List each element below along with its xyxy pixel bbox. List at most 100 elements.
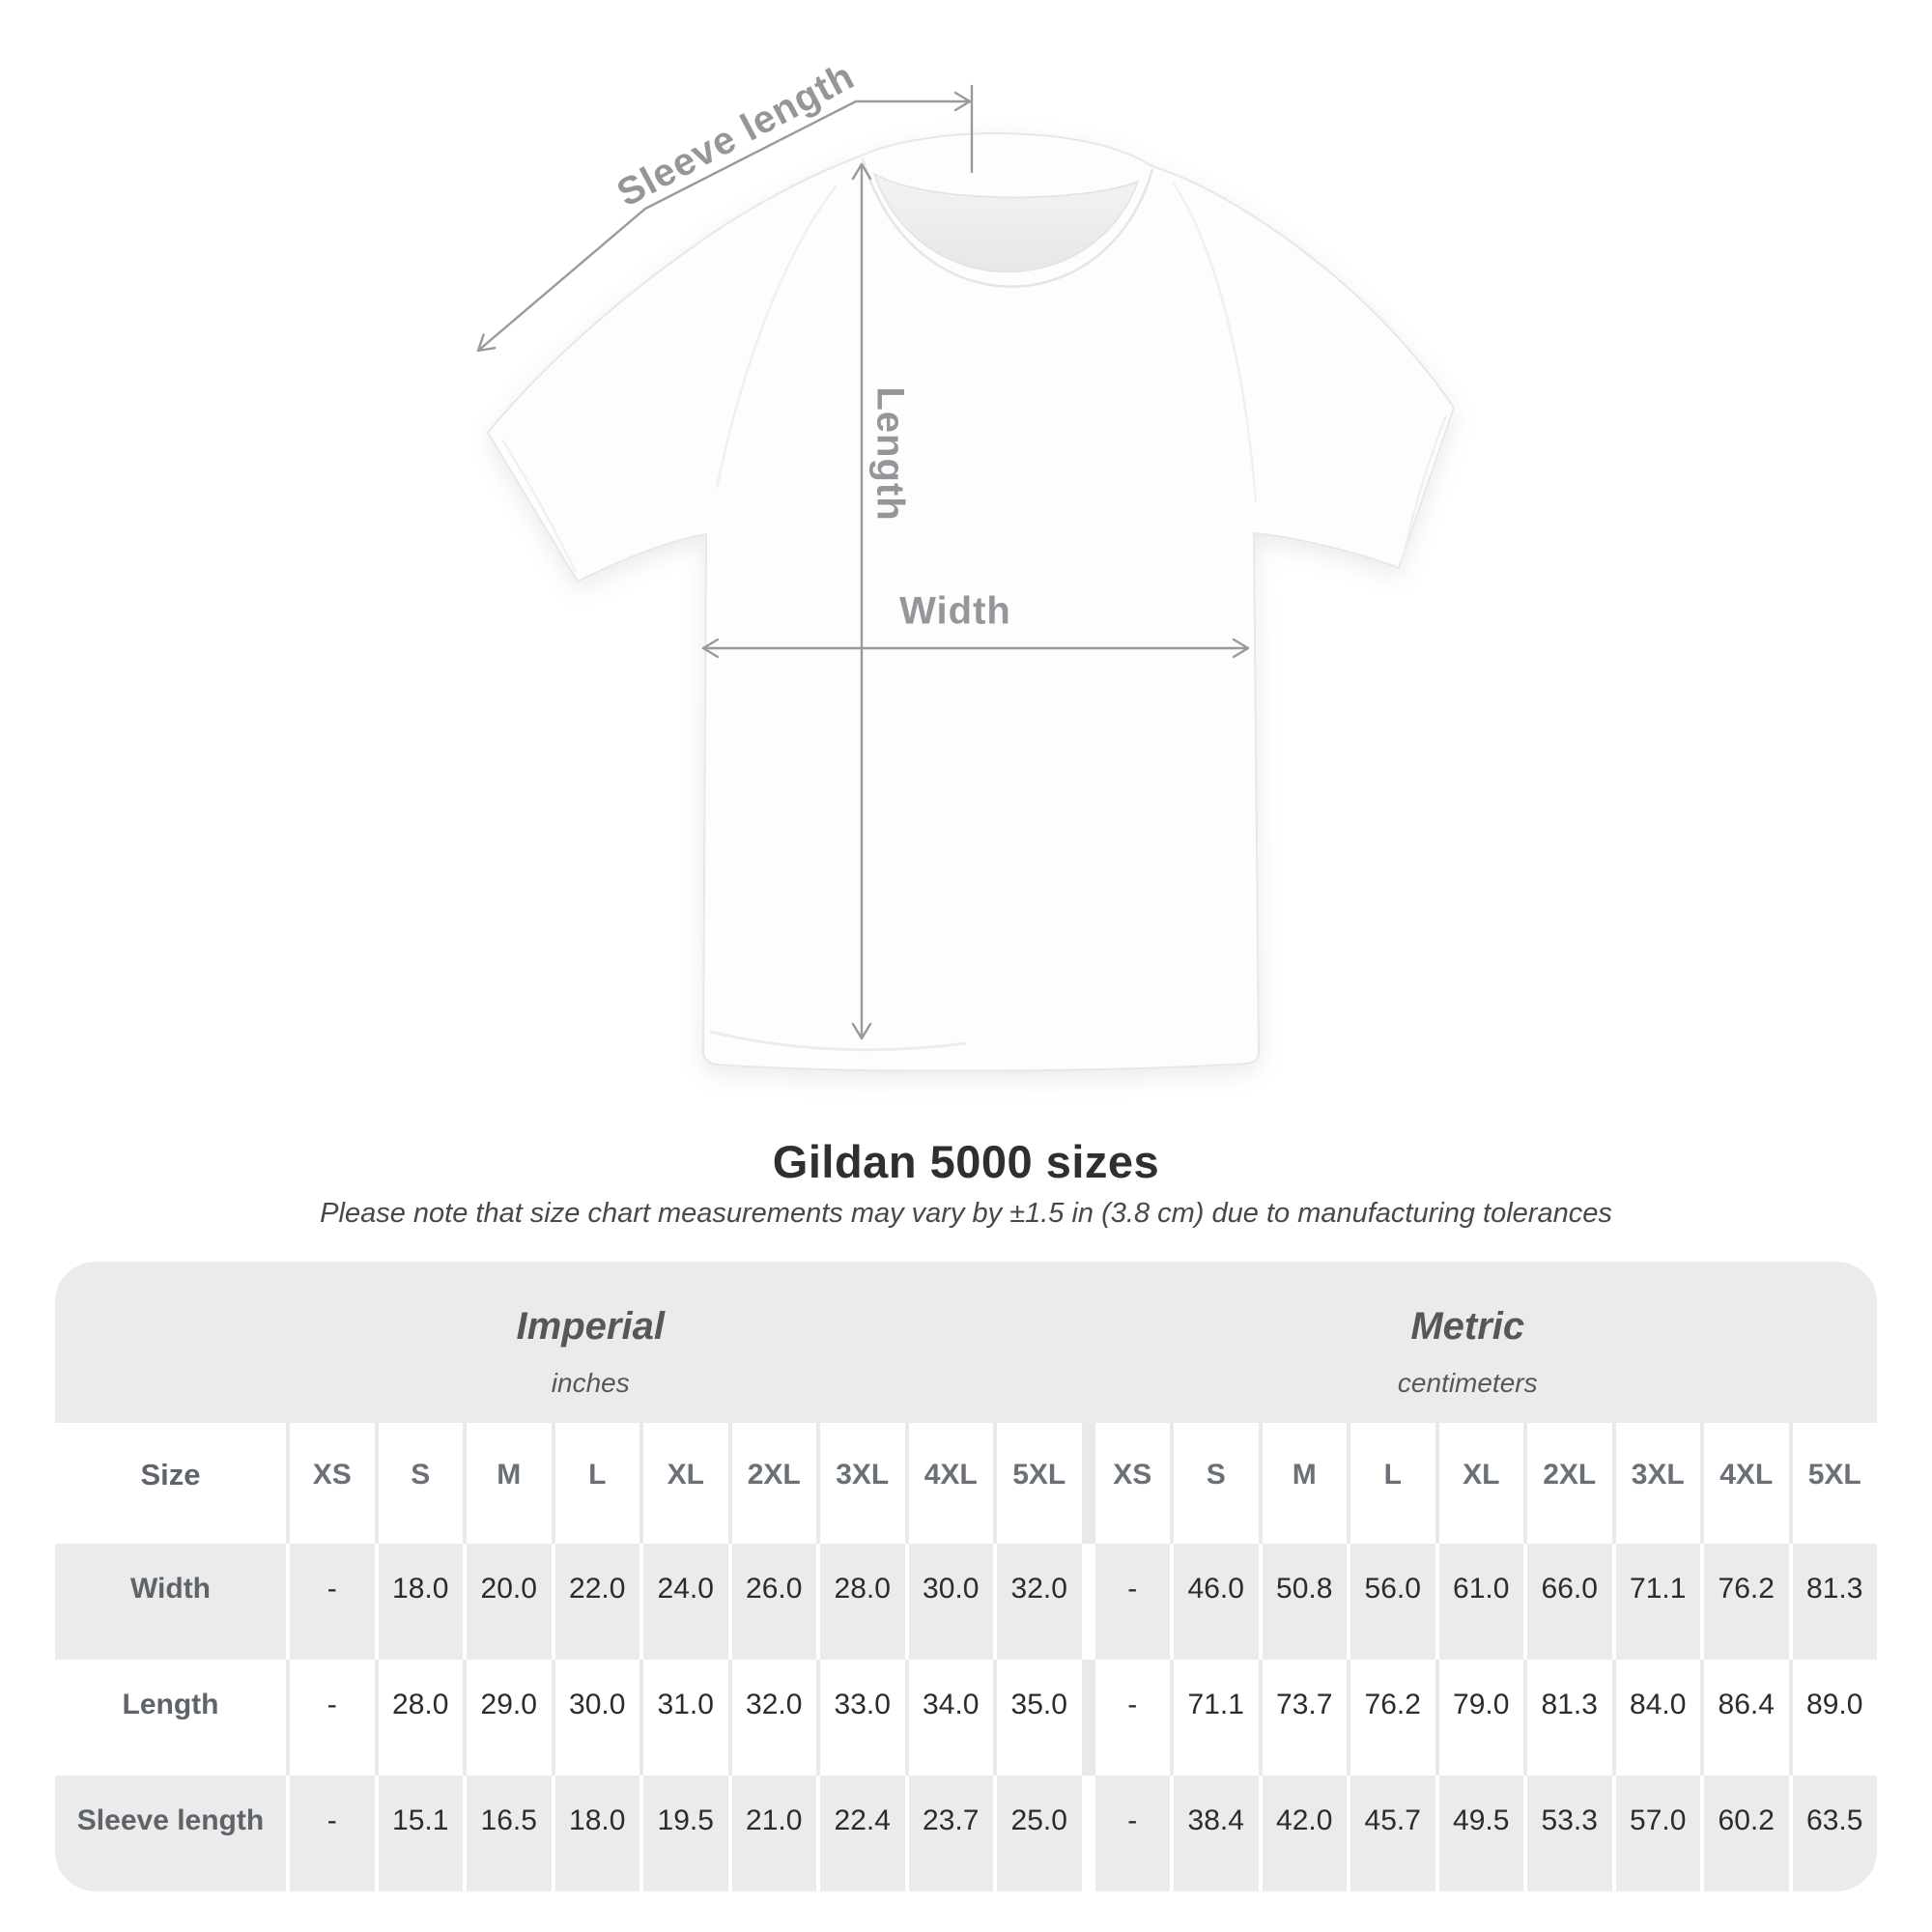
shoulder-seam-right [1172, 183, 1258, 503]
measurement-lines [476, 84, 1250, 1040]
cell: 42.0 [1258, 1776, 1347, 1891]
size-header: M [463, 1423, 552, 1544]
cell: 81.3 [1523, 1660, 1612, 1776]
unit-section-row: Imperial inches Metric centimeters [55, 1262, 1877, 1423]
tshirt-image [476, 84, 1456, 1072]
cell: - [286, 1544, 375, 1660]
cell: 22.4 [816, 1776, 905, 1891]
cell: 26.0 [727, 1544, 816, 1660]
cell: - [1081, 1660, 1170, 1776]
cell: 76.2 [1700, 1544, 1789, 1660]
cell: - [1081, 1544, 1170, 1660]
imperial-section-header: Imperial inches [55, 1262, 1082, 1423]
cell: 32.0 [727, 1660, 816, 1776]
size-header: 2XL [1523, 1423, 1612, 1544]
metric-section-header: Metric centimeters [1081, 1262, 1877, 1423]
size-header: 5XL [993, 1423, 1082, 1544]
cell: 50.8 [1258, 1544, 1347, 1660]
cell: 71.1 [1611, 1544, 1700, 1660]
cell: 71.1 [1170, 1660, 1259, 1776]
cell: 15.1 [374, 1776, 463, 1891]
cell: 66.0 [1523, 1544, 1612, 1660]
size-header: XL [1435, 1423, 1523, 1544]
size-header-row: Size XS S M L XL 2XL 3XL 4XL 5XL XS S M … [55, 1423, 1877, 1544]
cell: 23.7 [904, 1776, 993, 1891]
cell: 28.0 [816, 1544, 905, 1660]
size-header: L [551, 1423, 639, 1544]
cell: 81.3 [1788, 1544, 1877, 1660]
cell: 34.0 [904, 1660, 993, 1776]
cell: 19.5 [639, 1776, 728, 1891]
sleeve-length-line [476, 91, 972, 353]
metric-label: Metric [1410, 1305, 1525, 1348]
cell: 35.0 [993, 1660, 1082, 1776]
size-header: S [1170, 1423, 1259, 1544]
cell: 28.0 [374, 1660, 463, 1776]
table-row-width: Width - 18.0 20.0 22.0 24.0 26.0 28.0 30… [55, 1544, 1877, 1660]
hem-shadow [709, 1030, 967, 1052]
tshirt-diagram: Sleeve length Length Width [476, 55, 1456, 1072]
sleeve-fold-right [1401, 414, 1448, 561]
cell: 18.0 [551, 1776, 639, 1891]
cell: 86.4 [1700, 1660, 1789, 1776]
cell: 24.0 [639, 1544, 728, 1660]
table-row-length: Length - 28.0 29.0 30.0 31.0 32.0 33.0 3… [55, 1660, 1877, 1776]
row-label-length: Length [55, 1660, 286, 1776]
sleeve-fold-left [500, 439, 578, 573]
cell: 29.0 [463, 1660, 552, 1776]
size-header: 3XL [1611, 1423, 1700, 1544]
cell: 16.5 [463, 1776, 552, 1891]
size-corner-header: Size [55, 1423, 286, 1544]
cell: 25.0 [993, 1776, 1082, 1891]
size-header: 4XL [1700, 1423, 1789, 1544]
cell: 22.0 [551, 1544, 639, 1660]
size-table-grid: Imperial inches Metric centimeters Size … [55, 1262, 1877, 1891]
cell: - [1081, 1776, 1170, 1891]
cell: 30.0 [551, 1660, 639, 1776]
cell: 45.7 [1347, 1776, 1435, 1891]
size-header-metric-xs: XS [1081, 1423, 1170, 1544]
cell: 63.5 [1788, 1776, 1877, 1891]
cell: 30.0 [904, 1544, 993, 1660]
metric-unit-label: centimeters [1397, 1368, 1538, 1398]
table-row-sleeve-length: Sleeve length - 15.1 16.5 18.0 19.5 21.0… [55, 1776, 1877, 1891]
imperial-unit-label: inches [551, 1368, 630, 1398]
cell: 61.0 [1435, 1544, 1523, 1660]
size-header: M [1258, 1423, 1347, 1544]
cell: 73.7 [1258, 1660, 1347, 1776]
width-label: Width [899, 589, 1011, 633]
cell: 56.0 [1347, 1544, 1435, 1660]
cell: - [286, 1660, 375, 1776]
size-header: S [374, 1423, 463, 1544]
cell: 21.0 [727, 1776, 816, 1891]
cell: 38.4 [1170, 1776, 1259, 1891]
cell: 60.2 [1700, 1776, 1789, 1891]
size-table: Imperial inches Metric centimeters Size … [55, 1262, 1877, 1891]
size-header: 3XL [816, 1423, 905, 1544]
cell: 33.0 [816, 1660, 905, 1776]
cell: 32.0 [993, 1544, 1082, 1660]
cell: 31.0 [639, 1660, 728, 1776]
size-header: 5XL [1788, 1423, 1877, 1544]
size-header-imperial-xs: XS [286, 1423, 375, 1544]
cell: 89.0 [1788, 1660, 1877, 1776]
size-header: L [1347, 1423, 1435, 1544]
cell: 53.3 [1523, 1776, 1612, 1891]
cell: 84.0 [1611, 1660, 1700, 1776]
size-header: 4XL [904, 1423, 993, 1544]
cell: 79.0 [1435, 1660, 1523, 1776]
tolerance-note: Please note that size chart measurements… [320, 1198, 1612, 1229]
cell: 18.0 [374, 1544, 463, 1660]
title-block: Gildan 5000 sizes Please note that size … [0, 1136, 1932, 1231]
row-label-width: Width [55, 1544, 286, 1660]
cell: 20.0 [463, 1544, 552, 1660]
row-label-sleeve-length: Sleeve length [55, 1776, 286, 1891]
size-header: 2XL [727, 1423, 816, 1544]
size-header: XL [639, 1423, 728, 1544]
cell: - [286, 1776, 375, 1891]
cell: 49.5 [1435, 1776, 1523, 1891]
length-label: Length [868, 386, 912, 522]
imperial-label: Imperial [516, 1305, 665, 1348]
cell: 46.0 [1170, 1544, 1259, 1660]
